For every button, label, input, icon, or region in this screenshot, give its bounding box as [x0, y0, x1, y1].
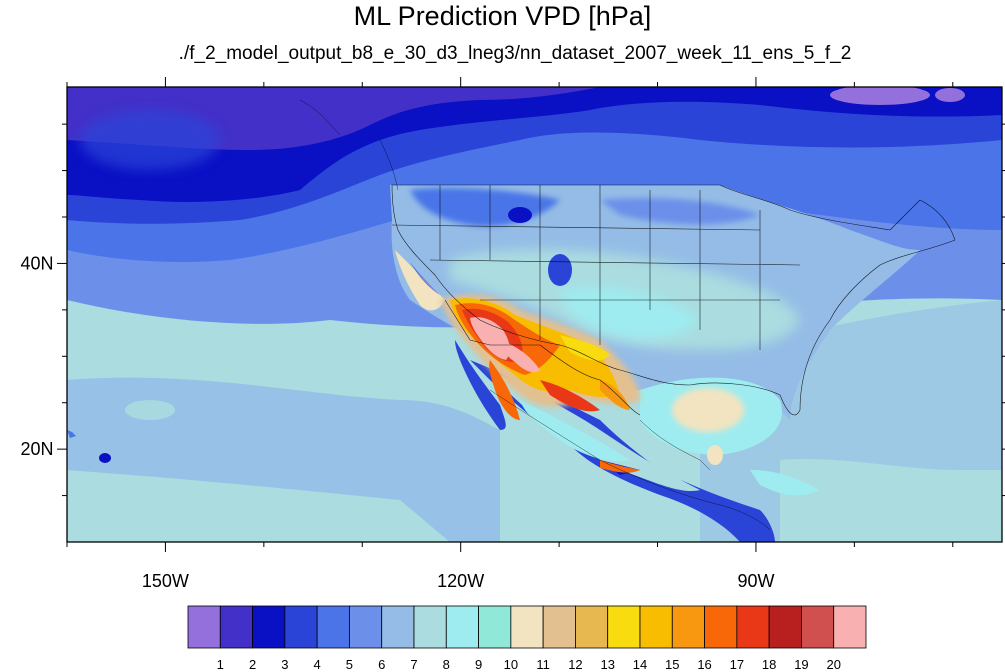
colorbar-label: 12 — [568, 657, 582, 672]
map-frame — [66, 86, 1003, 543]
colorbar: 1 2 3 4 5 6 7 8 9 10 11 12 13 14 15 16 17 18 19 20 — [187, 605, 867, 672]
colorbar-label: 13 — [600, 657, 614, 672]
colorbar-box — [445, 605, 479, 649]
colorbar-label: 5 — [346, 657, 353, 672]
colorbar-box — [349, 605, 383, 649]
colorbar-label: 19 — [794, 657, 808, 672]
x-tick-label: 120W — [437, 571, 484, 591]
colorbar-label: 16 — [697, 657, 711, 672]
colorbar-box — [316, 605, 350, 649]
colorbar-label: 9 — [475, 657, 482, 672]
colorbar-box — [607, 605, 641, 649]
vpd-field — [67, 87, 1002, 542]
page-title: ML Prediction VPD [hPa] — [353, 1, 652, 31]
colorbar-box — [478, 605, 512, 649]
colorbar-label: 6 — [378, 657, 385, 672]
colorbar-box — [736, 605, 770, 649]
colorbar-label: 10 — [504, 657, 518, 672]
colorbar-label: 2 — [249, 657, 256, 672]
colorbar-box — [768, 605, 802, 649]
colorbar-label: 14 — [633, 657, 647, 672]
map-axes: 150W 120W 90W 40N 20N — [20, 77, 1005, 591]
colorbar-label: 11 — [536, 657, 550, 672]
colorbar-box — [219, 605, 253, 649]
colorbar-box — [284, 605, 318, 649]
colorbar-box — [510, 605, 544, 649]
colorbar-box — [833, 605, 867, 649]
y-tick-label: 20N — [20, 439, 53, 459]
colorbar-box — [801, 605, 835, 649]
colorbar-label: 4 — [314, 657, 321, 672]
x-tick-label: 90W — [737, 571, 774, 591]
colorbar-label: 8 — [443, 657, 450, 672]
colorbar-label: 17 — [730, 657, 744, 672]
colorbar-box — [671, 605, 705, 649]
colorbar-box — [704, 605, 738, 649]
colorbar-box — [381, 605, 415, 649]
colorbar-label: 7 — [410, 657, 417, 672]
y-tick-label: 40N — [20, 253, 53, 273]
colorbar-label: 3 — [281, 657, 288, 672]
colorbar-box — [575, 605, 609, 649]
colorbar-box — [542, 605, 576, 649]
colorbar-box — [252, 605, 286, 649]
page-subtitle: ./f_2_model_output_b8_e_30_d3_lneg3/nn_d… — [178, 43, 852, 64]
colorbar-label: 15 — [665, 657, 679, 672]
colorbar-label: 18 — [762, 657, 776, 672]
x-tick-label: 150W — [142, 571, 189, 591]
colorbar-label: 20 — [826, 657, 840, 672]
colorbar-box — [639, 605, 673, 649]
colorbar-label: 1 — [217, 657, 224, 672]
colorbar-box — [187, 605, 221, 649]
colorbar-box — [413, 605, 447, 649]
